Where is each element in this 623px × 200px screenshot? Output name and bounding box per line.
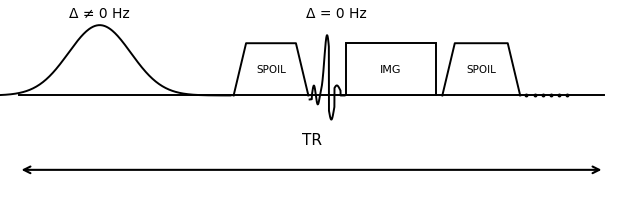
Text: Δ ≠ 0 Hz: Δ ≠ 0 Hz: [69, 7, 130, 21]
Bar: [346, 44, 436, 96]
Text: Δ = 0 Hz: Δ = 0 Hz: [306, 7, 367, 21]
Text: SPOIL: SPOIL: [467, 65, 496, 75]
Text: SPOIL: SPOIL: [256, 65, 286, 75]
Text: IMG: IMG: [380, 65, 402, 75]
Text: TR: TR: [302, 133, 321, 147]
